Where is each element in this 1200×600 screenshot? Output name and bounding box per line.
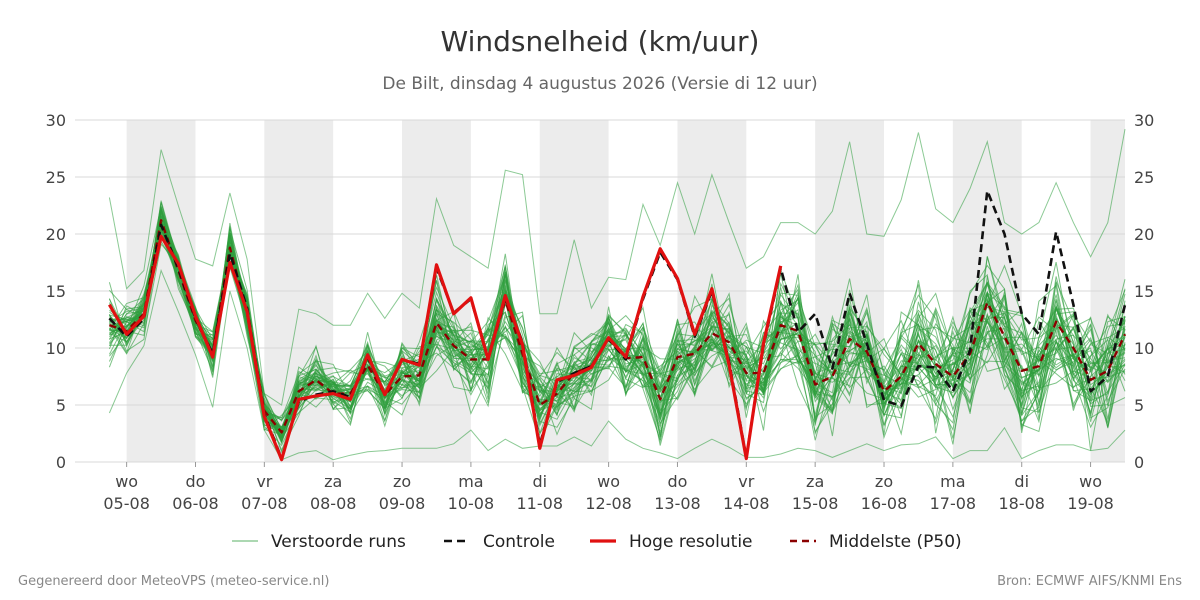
x-tick-date: 11-08 xyxy=(517,494,564,513)
legend-label: Verstoorde runs xyxy=(271,532,406,552)
x-tick-date: 10-08 xyxy=(448,494,495,513)
x-tick-day: vr xyxy=(738,472,754,491)
footer-source: Bron: ECMWF AIFS/KNMI Ens xyxy=(997,574,1182,589)
y-tick-label-right: 25 xyxy=(1134,168,1154,187)
x-tick-date: 07-08 xyxy=(241,494,288,513)
ensemble-member-line xyxy=(109,234,1126,447)
x-tick-date: 16-08 xyxy=(861,494,908,513)
x-tick-date: 14-08 xyxy=(723,494,770,513)
x-tick-day: di xyxy=(1014,472,1029,491)
y-tick-label-right: 0 xyxy=(1134,453,1144,472)
x-tick-day: di xyxy=(532,472,547,491)
y-tick-label-left: 0 xyxy=(56,453,66,472)
legend-label: Middelste (P50) xyxy=(829,532,962,552)
x-axis-ticks: wo 05-08 do 06-08 vr 07-08 za 08-08 zo 09-08 ma 10-… xyxy=(103,462,1114,513)
y-tick-label-left: 30 xyxy=(46,111,66,130)
y-axis-ticks: 0 0 5 5 10 10 15 15 20 20 25 25 30 30 xyxy=(46,111,1155,472)
legend-label: Hoge resolutie xyxy=(629,532,753,552)
y-tick-label-right: 10 xyxy=(1134,339,1154,358)
x-tick-day: ma xyxy=(940,472,965,491)
x-tick-day: vr xyxy=(256,472,272,491)
x-tick-day: za xyxy=(324,472,342,491)
x-tick-day: wo xyxy=(1079,472,1102,491)
legend: Verstoorde runs Controle Hoge resolutie Mid… xyxy=(232,532,962,552)
x-tick-day: wo xyxy=(597,472,620,491)
y-tick-label-right: 20 xyxy=(1134,225,1154,244)
y-tick-label-left: 15 xyxy=(46,282,66,301)
x-tick-day: zo xyxy=(393,472,411,491)
x-tick-date: 18-08 xyxy=(998,494,1045,513)
x-tick-day: za xyxy=(806,472,824,491)
y-tick-label-right: 15 xyxy=(1134,282,1154,301)
footer-credit: Gegenereerd door MeteoVPS (meteo-service… xyxy=(18,574,329,589)
x-tick-date: 19-08 xyxy=(1067,494,1114,513)
series-line-hoge-resolutie xyxy=(108,234,783,462)
x-tick-date: 05-08 xyxy=(103,494,150,513)
ensemble-member-line xyxy=(109,223,1126,434)
y-tick-label-left: 5 xyxy=(56,396,66,415)
x-tick-date: 06-08 xyxy=(172,494,219,513)
x-tick-day: do xyxy=(186,472,206,491)
x-tick-date: 09-08 xyxy=(379,494,426,513)
y-tick-label-left: 25 xyxy=(46,168,66,187)
x-tick-day: do xyxy=(667,472,687,491)
y-tick-label-left: 10 xyxy=(46,339,66,358)
ensemble-member-line xyxy=(108,129,1126,406)
ensemble-member-line xyxy=(109,239,1126,443)
main-series-lines xyxy=(108,189,1127,462)
legend-label: Controle xyxy=(483,532,555,552)
ensemble-member-line xyxy=(108,215,1126,439)
y-tick-label-left: 20 xyxy=(46,225,66,244)
x-tick-day: zo xyxy=(875,472,893,491)
chart-subtitle: De Bilt, dinsdag 4 augustus 2026 (Versie… xyxy=(382,74,817,94)
y-tick-label-right: 5 xyxy=(1134,396,1144,415)
x-tick-date: 12-08 xyxy=(585,494,632,513)
x-tick-day: wo xyxy=(115,472,138,491)
x-tick-date: 15-08 xyxy=(792,494,839,513)
chart-title: Windsnelheid (km/uur) xyxy=(441,25,760,58)
x-tick-date: 08-08 xyxy=(310,494,357,513)
y-tick-label-right: 30 xyxy=(1134,111,1154,130)
x-tick-date: 17-08 xyxy=(930,494,977,513)
x-tick-day: ma xyxy=(458,472,483,491)
x-tick-date: 13-08 xyxy=(654,494,701,513)
